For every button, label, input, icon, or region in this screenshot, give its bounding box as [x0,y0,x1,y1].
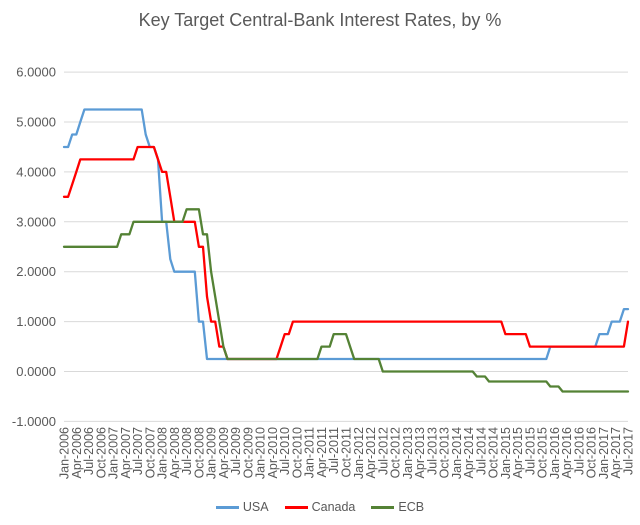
x-tick-label: Jul-2009 [229,427,243,475]
x-tick-label: Oct-2007 [143,427,157,478]
x-tick-label: Jul-2008 [180,427,194,475]
x-tick-label: Apr-2009 [217,427,231,478]
x-tick-label: Jul-2014 [474,427,488,475]
y-tick-label: 0.0000 [16,364,56,379]
x-tick-label: Jan-2012 [352,427,366,479]
legend-label-ecb: ECB [398,500,425,514]
x-tick-label: Oct-2009 [241,427,255,478]
x-tick-label: Oct-2006 [94,427,108,478]
x-tick-label: Apr-2007 [119,427,133,478]
x-tick-label: Jul-2007 [131,427,145,475]
x-tick-label: Oct-2016 [585,427,599,478]
x-tick-label: Oct-2012 [389,427,403,478]
x-tick-label: Jul-2017 [622,427,636,475]
x-tick-label: Oct-2014 [487,427,501,478]
legend-label-canada: Canada [311,500,356,514]
y-tick-label: 3.0000 [16,214,56,229]
x-tick-label: Jan-2015 [499,427,513,479]
legend-item-usa: USA [215,500,269,514]
x-tick-label: Apr-2012 [364,427,378,478]
chart-legend: USA Canada ECB [0,500,640,514]
x-tick-label: Jan-2017 [597,427,611,479]
x-tick-label: Oct-2008 [192,427,206,478]
x-tick-label: Apr-2011 [315,427,329,478]
chart-title: Key Target Central-Bank Interest Rates, … [138,10,502,30]
x-tick-label: Jan-2016 [548,427,562,479]
y-tick-label: 5.0000 [16,115,56,130]
x-tick-label: Jul-2012 [376,427,390,475]
x-tick-label: Jan-2014 [450,427,464,479]
x-tick-label: Oct-2015 [536,427,550,478]
x-tick-label: Jan-2010 [254,427,268,479]
x-tick-label: Jan-2006 [58,427,72,479]
legend-item-canada: Canada [284,500,356,514]
x-tick-label: Jul-2013 [425,427,439,475]
x-tick-label: Apr-2010 [266,427,280,478]
y-tick-label: 4.0000 [16,164,56,179]
legend-item-ecb: ECB [371,500,424,514]
series-line-ecb [62,208,630,393]
y-tick-label: 1.0000 [16,314,56,329]
x-tick-label: Apr-2014 [462,427,476,478]
x-tick-label: Jan-2008 [156,427,170,479]
y-tick-label: -1.0000 [12,414,56,429]
usa-line-swatch [215,505,239,509]
x-tick-label: Apr-2015 [511,427,525,478]
legend-label-usa: USA [242,500,269,514]
x-tick-label: Jul-2015 [523,427,537,475]
y-tick-label: 2.0000 [16,264,56,279]
x-tick-label: Jan-2013 [401,427,415,479]
x-tick-label: Apr-2016 [560,427,574,478]
x-tick-label: Jan-2011 [303,427,317,478]
x-tick-label: Apr-2017 [609,427,623,478]
canada-line-swatch [284,505,308,509]
x-tick-label: Apr-2013 [413,427,427,478]
x-tick-label: Jul-2016 [572,427,586,475]
x-tick-label: Oct-2011 [340,427,354,478]
x-tick-label: Jul-2010 [278,427,292,475]
x-tick-label: Apr-2008 [168,427,182,478]
x-tick-label: Apr-2006 [70,427,84,478]
x-tick-label: Oct-2013 [438,427,452,478]
series-line-canada [62,145,630,361]
x-tick-label: Jan-2007 [107,427,121,479]
x-tick-label: Jul-2006 [82,427,96,475]
x-tick-label: Jan-2009 [205,427,219,479]
x-tick-label: Jul-2011 [327,427,341,474]
x-tick-label: Oct-2010 [290,427,304,478]
y-tick-label: 6.0000 [16,65,56,80]
ecb-line-swatch [371,505,395,509]
